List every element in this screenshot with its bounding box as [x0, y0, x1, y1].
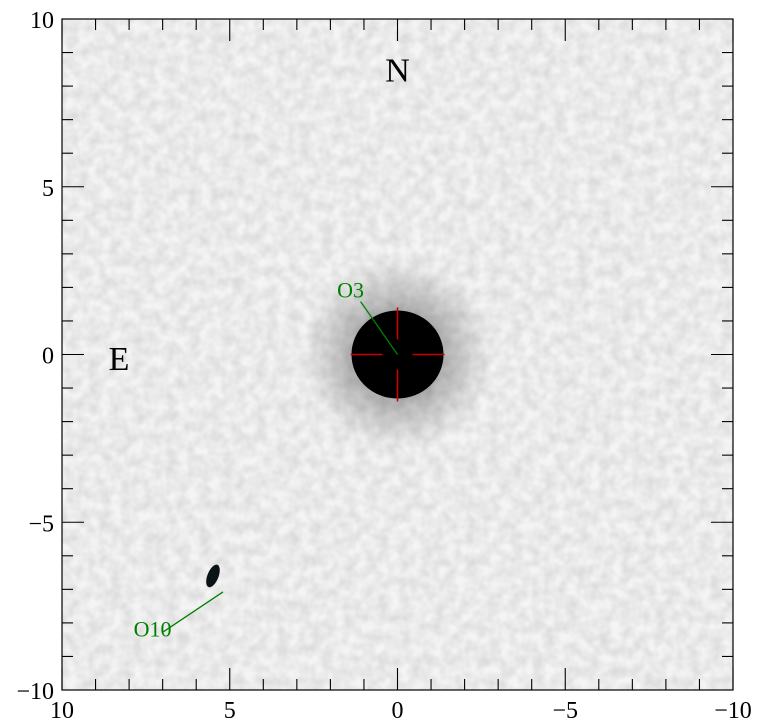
x-tick-label: −10 — [714, 698, 752, 724]
east-label: E — [109, 341, 130, 378]
y-tick-label: 5 — [42, 176, 54, 202]
x-tick-label: 10 — [50, 698, 74, 724]
source-label-o3: O3 — [337, 277, 364, 302]
y-tick-label: 10 — [30, 8, 54, 34]
x-tick-label: 5 — [224, 698, 236, 724]
x-tick-label: 0 — [392, 698, 404, 724]
source-o10 — [206, 564, 220, 588]
x-tick-label: −5 — [552, 698, 578, 724]
y-tick-label: −5 — [28, 511, 54, 537]
north-label: N — [385, 52, 410, 89]
leader-line-o3 — [359, 301, 399, 355]
leader-line-o10 — [162, 591, 224, 633]
y-tick-label: 0 — [42, 344, 54, 370]
annotations: O3 O10 N E — [109, 52, 410, 641]
source-label-o10: O10 — [134, 616, 172, 641]
y-tick-label: −10 — [16, 679, 54, 705]
